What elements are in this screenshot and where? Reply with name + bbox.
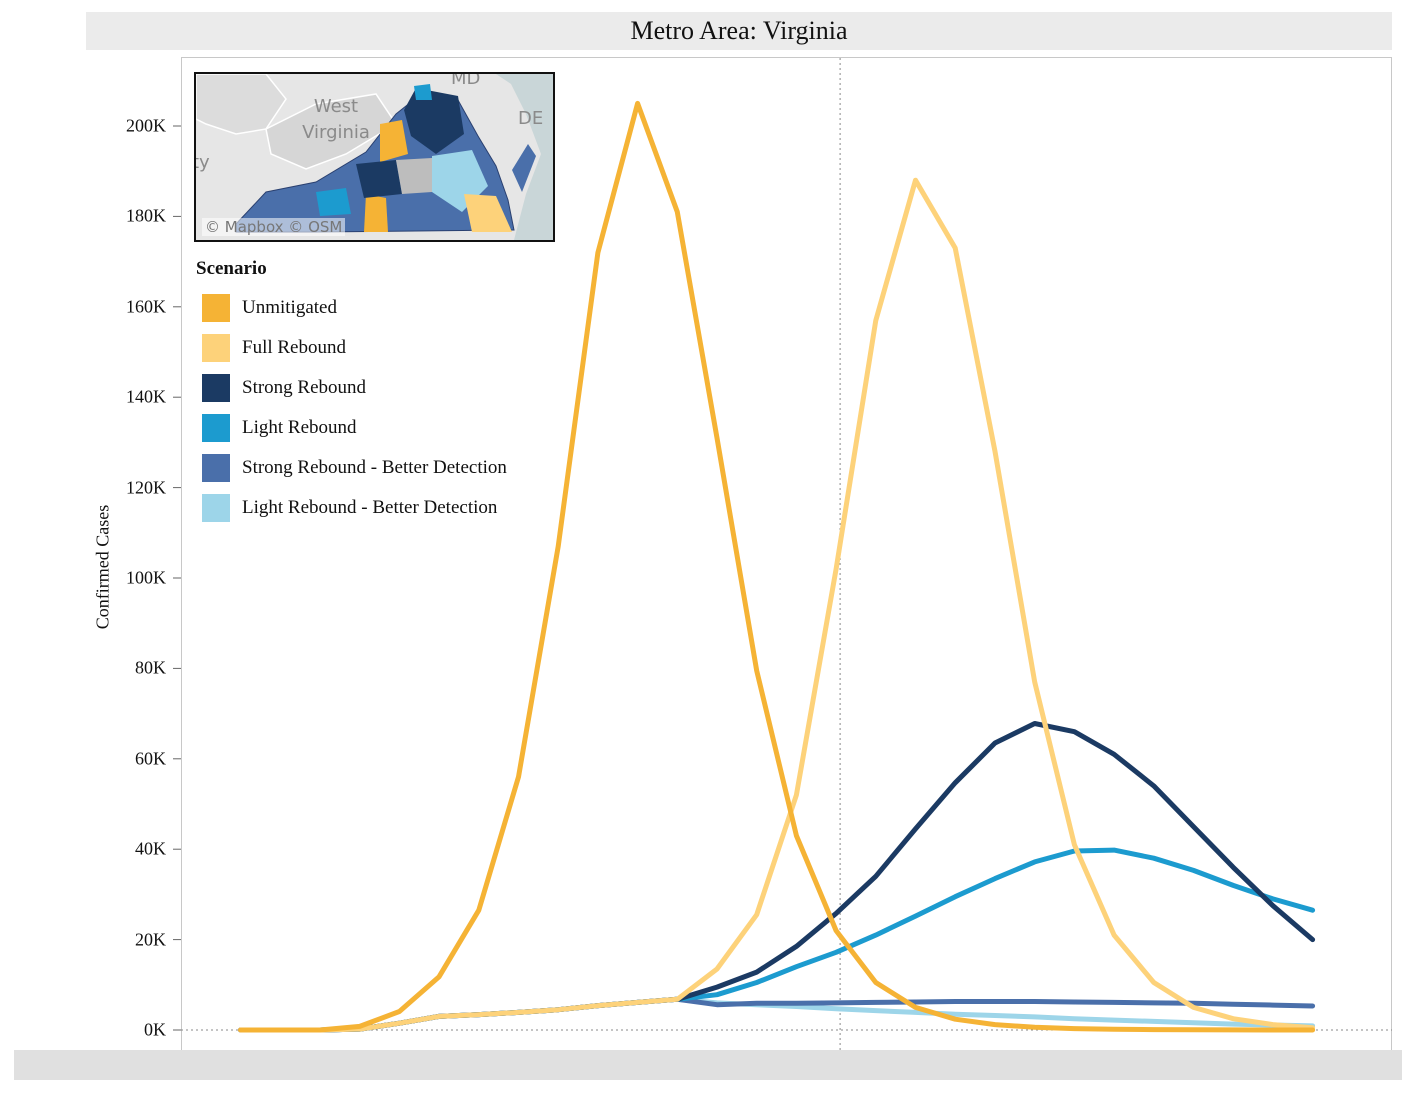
legend-label: Light Rebound - Better Detection [242,497,498,518]
legend-label: Strong Rebound - Better Detection [242,457,507,478]
map-label-fragment: ty [196,152,210,173]
y-tick-label: 80K [135,657,166,678]
legend-swatch [202,294,230,322]
legend-swatch [202,334,230,362]
series-line-full-rebound [238,177,1316,1033]
legend-label: Full Rebound [242,337,346,358]
y-tick-label: 200K [126,115,166,136]
series-line-strong-rebound [238,721,1316,1033]
legend-label: Light Rebound [242,417,357,438]
legend-swatch [202,454,230,482]
legend-item-light-rebound-better-detection[interactable]: Light Rebound - Better Detection [196,488,507,528]
series-line-strong-rebound-better-detection [238,996,1316,1033]
legend-swatch [202,414,230,442]
legend-title: Scenario [196,258,267,279]
legend-swatch [202,494,230,522]
y-tick-label: 20K [135,929,166,950]
y-tick-label: 100K [126,567,166,588]
plot-frame [181,57,1392,1057]
y-tick-label: 160K [126,296,166,317]
legend-item-light-rebound[interactable]: Light Rebound [196,408,507,448]
y-tick-label: 0K [144,1019,166,1040]
map-credit: © Mapbox © OSM [202,218,346,236]
series-line-unmitigated [238,100,1316,1033]
legend-label: Strong Rebound [242,377,367,398]
horizontal-scrollbar[interactable] [14,1050,1402,1080]
legend-swatch [202,374,230,402]
legend-item-unmitigated[interactable]: Unmitigated [196,288,507,328]
legend-item-full-rebound[interactable]: Full Rebound [196,328,507,368]
map-label-md: MD [451,72,481,89]
map-label-west-virginia: West Virginia [302,96,370,143]
y-tick-label: 40K [135,838,166,859]
y-tick-label: 120K [126,477,166,498]
legend-item-strong-rebound-better-detection[interactable]: Strong Rebound - Better Detection [196,448,507,488]
virginia-map[interactable] [196,74,553,240]
chart-title: Metro Area: Virginia [630,16,848,45]
y-tick-label: 60K [135,748,166,769]
chart-title-bar: Metro Area: Virginia [86,12,1392,50]
legend-item-strong-rebound[interactable]: Strong Rebound [196,368,507,408]
legend: Scenario Unmitigated Full Rebound Strong… [196,258,507,528]
map-inset[interactable]: MD DE West Virginia ty © Mapbox © OSM [194,72,555,242]
map-label-de: DE [518,108,544,129]
y-tick-label: 140K [126,386,166,407]
y-tick-label: 180K [126,205,166,226]
legend-label: Unmitigated [242,297,337,318]
